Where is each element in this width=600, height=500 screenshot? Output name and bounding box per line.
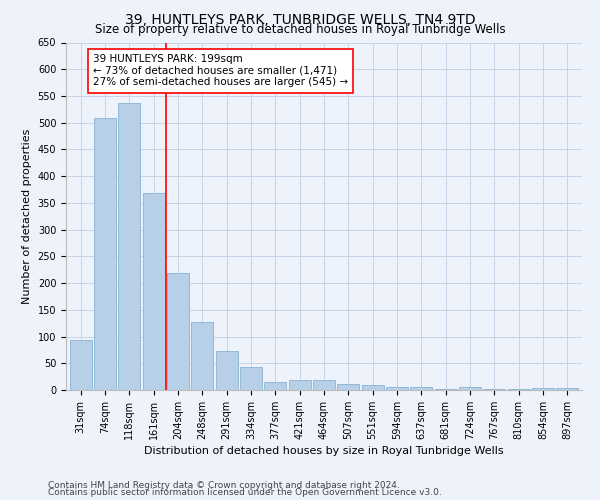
- Bar: [289, 380, 311, 390]
- Bar: [240, 367, 262, 390]
- Bar: [556, 388, 578, 390]
- Bar: [215, 351, 238, 390]
- Bar: [143, 192, 164, 390]
- Bar: [167, 273, 189, 390]
- Text: Size of property relative to detached houses in Royal Tunbridge Wells: Size of property relative to detached ho…: [95, 22, 505, 36]
- X-axis label: Distribution of detached houses by size in Royal Tunbridge Wells: Distribution of detached houses by size …: [144, 446, 504, 456]
- Bar: [70, 340, 92, 390]
- Text: Contains HM Land Registry data © Crown copyright and database right 2024.: Contains HM Land Registry data © Crown c…: [48, 480, 400, 490]
- Bar: [362, 384, 383, 390]
- Bar: [94, 118, 116, 390]
- Bar: [313, 380, 335, 390]
- Text: 39 HUNTLEYS PARK: 199sqm
← 73% of detached houses are smaller (1,471)
27% of sem: 39 HUNTLEYS PARK: 199sqm ← 73% of detach…: [93, 54, 348, 88]
- Y-axis label: Number of detached properties: Number of detached properties: [22, 128, 32, 304]
- Bar: [337, 384, 359, 390]
- Bar: [532, 388, 554, 390]
- Bar: [410, 388, 433, 390]
- Text: Contains public sector information licensed under the Open Government Licence v3: Contains public sector information licen…: [48, 488, 442, 497]
- Bar: [191, 322, 213, 390]
- Bar: [265, 382, 286, 390]
- Bar: [386, 387, 408, 390]
- Bar: [118, 103, 140, 390]
- Bar: [459, 388, 481, 390]
- Text: 39, HUNTLEYS PARK, TUNBRIDGE WELLS, TN4 9TD: 39, HUNTLEYS PARK, TUNBRIDGE WELLS, TN4 …: [125, 12, 475, 26]
